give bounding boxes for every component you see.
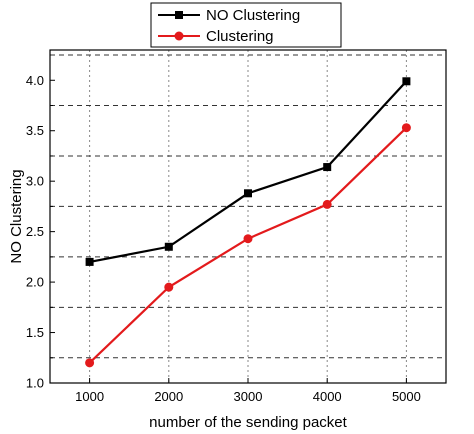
x-tick-label: 2000 xyxy=(154,389,183,404)
legend-label-clustering: Clustering xyxy=(206,28,274,45)
legend-label-no-clustering: NO Clustering xyxy=(206,7,300,24)
axis-ticks xyxy=(50,79,407,384)
y-tick-label: 3.0 xyxy=(26,174,44,189)
series-group xyxy=(85,77,411,368)
data-point xyxy=(244,189,252,198)
y-tick-label: 4.0 xyxy=(26,73,44,88)
legend: NO Clustering Clustering xyxy=(150,2,342,48)
legend-marker-no-clustering xyxy=(175,11,183,19)
y-tick-label: 3.5 xyxy=(26,123,44,138)
data-point xyxy=(322,199,332,209)
y-tick-label: 2.5 xyxy=(26,224,44,239)
legend-item-no-clustering: NO Clustering xyxy=(158,7,300,24)
legend-item-clustering: Clustering xyxy=(158,28,274,45)
y-tick-label: 1.0 xyxy=(26,376,44,391)
legend-marker-clustering xyxy=(174,31,184,41)
data-point xyxy=(85,358,95,368)
data-point xyxy=(323,163,332,172)
x-tick-label: 1000 xyxy=(75,389,104,404)
data-point xyxy=(164,242,173,251)
x-tick-label: 5000 xyxy=(392,389,421,404)
y-axis-title: NO Clustering xyxy=(8,169,25,263)
data-point xyxy=(164,282,174,292)
legend-box xyxy=(150,2,342,48)
y-tick-label: 1.5 xyxy=(26,325,44,340)
x-tick-label: 4000 xyxy=(313,389,342,404)
y-tick-label: 2.0 xyxy=(26,275,44,290)
x-tick-label: 3000 xyxy=(234,389,263,404)
data-point xyxy=(85,257,94,266)
data-point xyxy=(402,77,411,86)
tick-labels: 1000 2000 3000 4000 5000 1.0 1.5 2.0 2.5 3.0 3.5 4.… xyxy=(26,73,421,404)
data-point xyxy=(401,123,411,133)
grid-lines xyxy=(50,50,446,383)
x-axis-title: number of the sending packet xyxy=(149,414,347,431)
data-point xyxy=(243,234,253,244)
